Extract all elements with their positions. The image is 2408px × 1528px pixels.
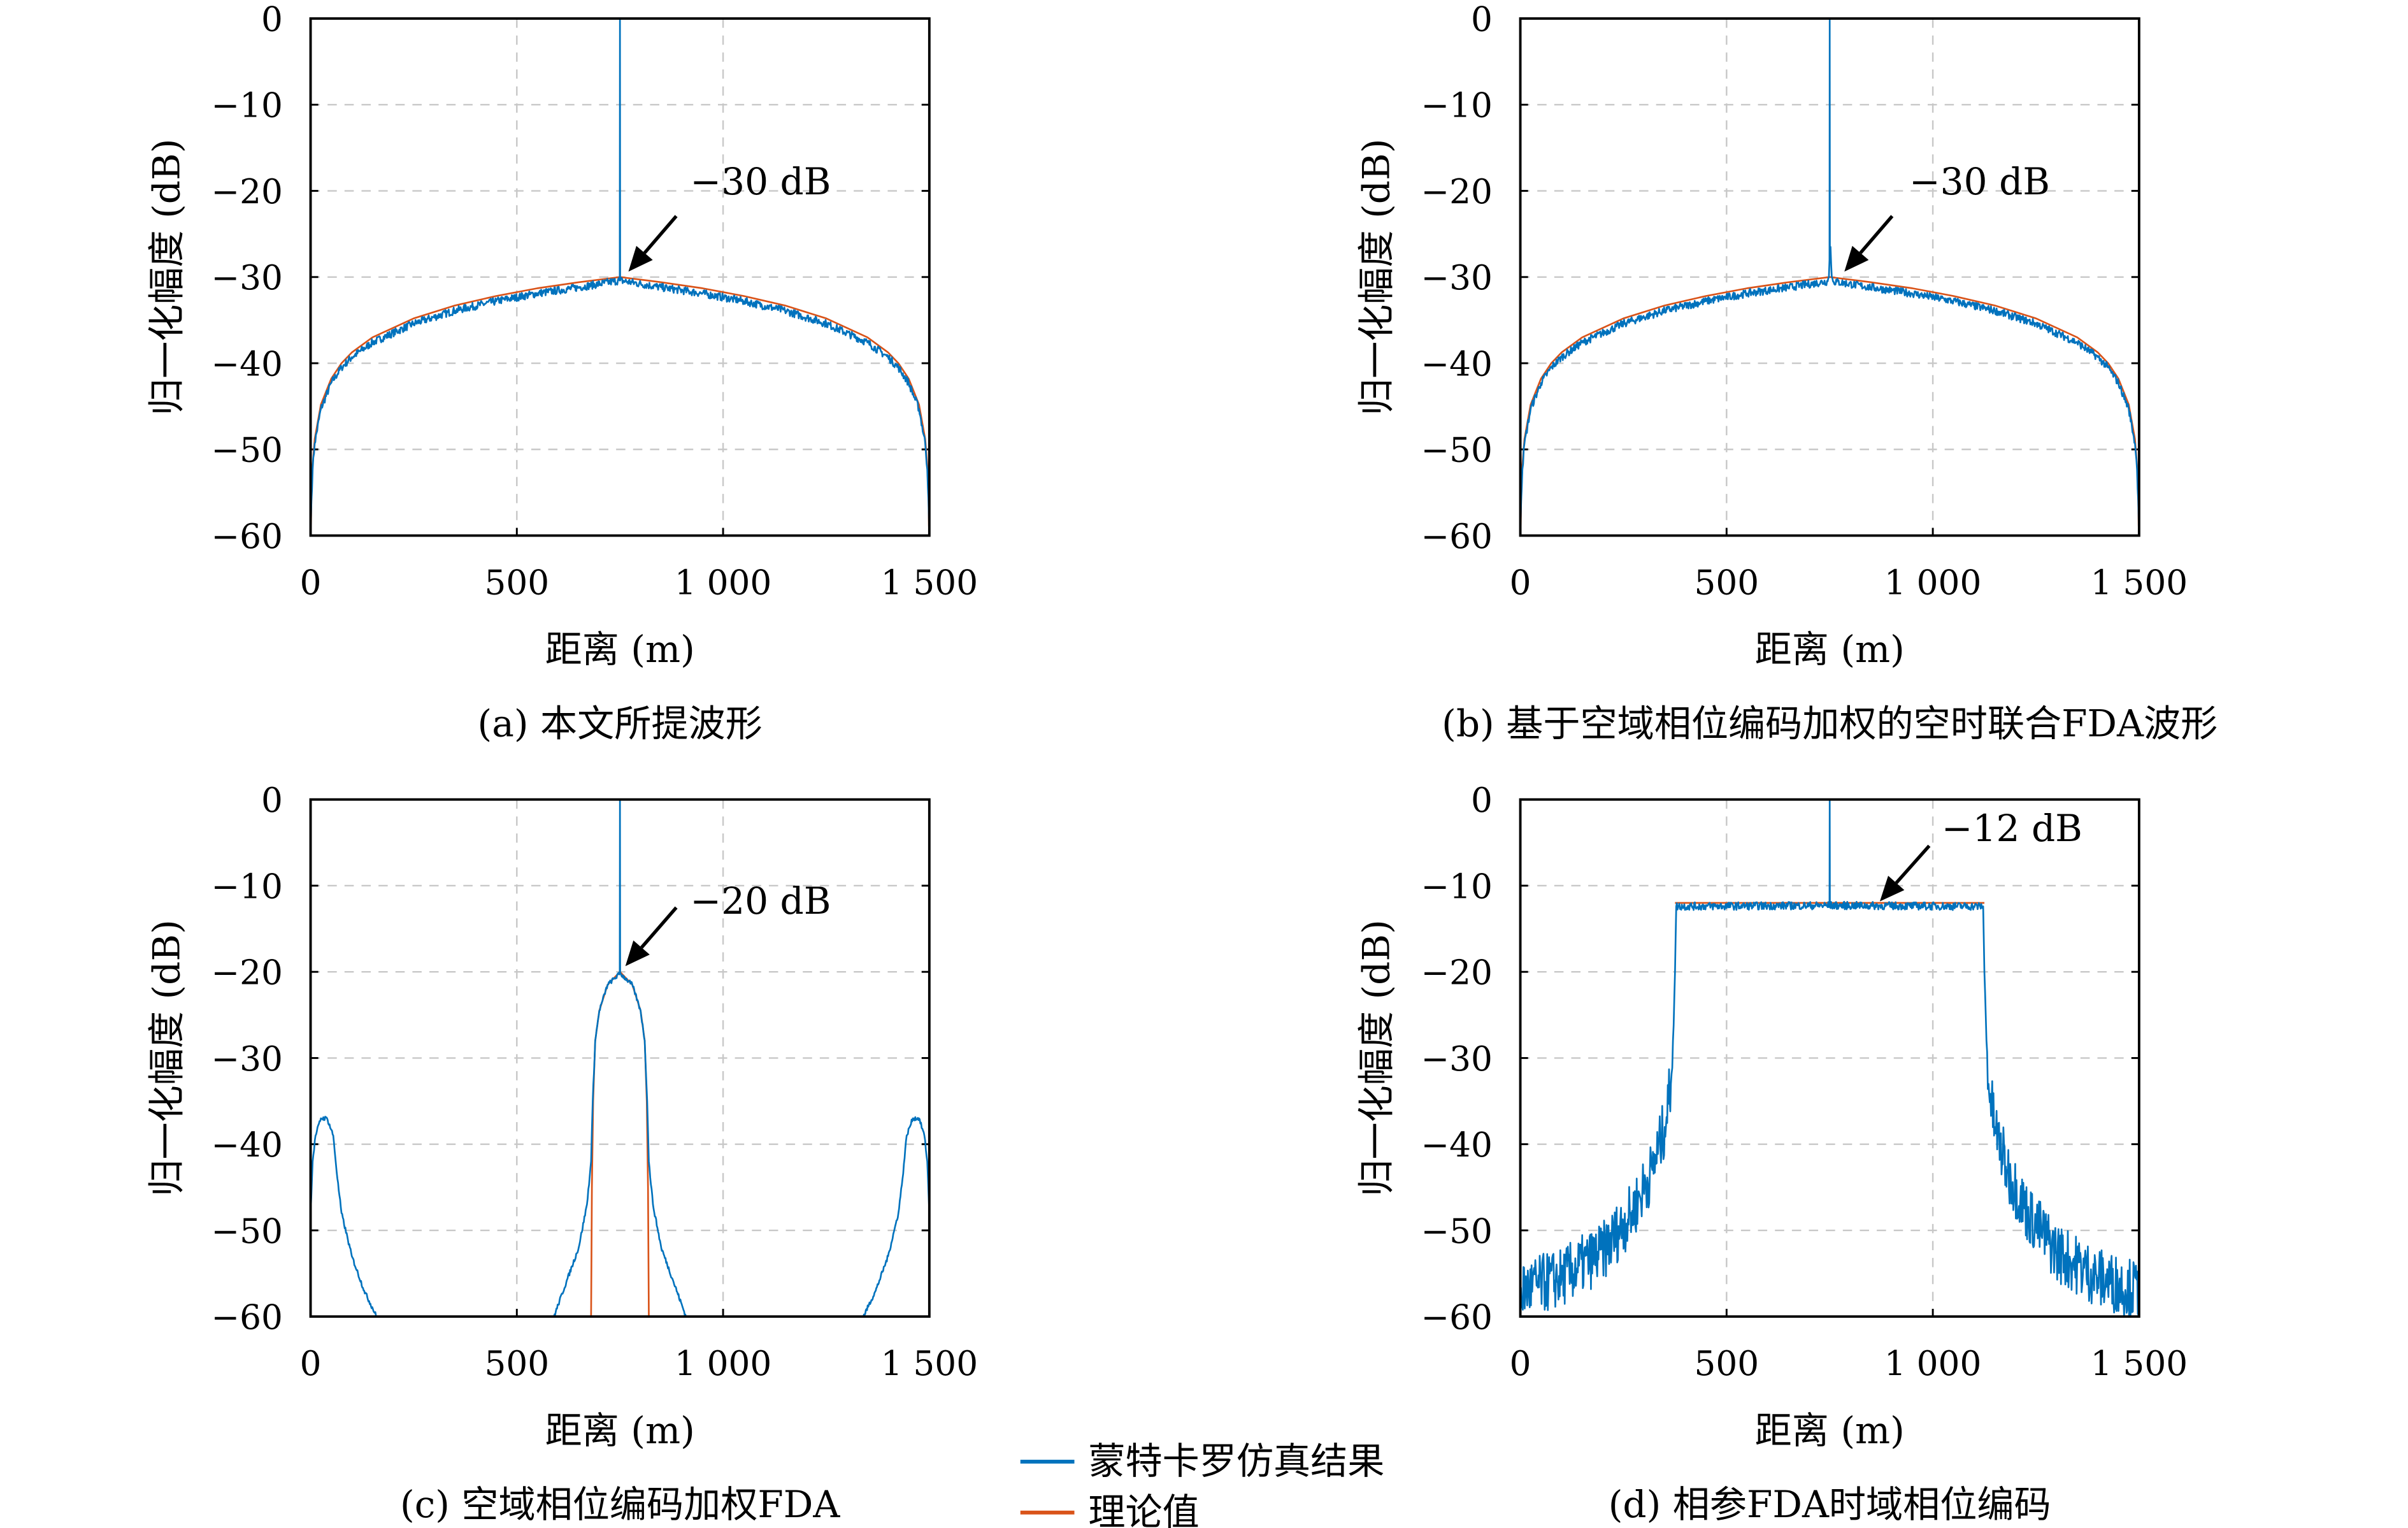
x-axis-label: 距离 (m) xyxy=(545,628,695,671)
series-simulation-line xyxy=(1520,799,2139,1317)
axes-frame xyxy=(1519,17,2140,537)
series-simulation-line xyxy=(310,1116,378,1317)
x-tick-label: 1 000 xyxy=(1884,1344,1982,1383)
y-tick-label: −40 xyxy=(211,1125,283,1165)
y-tick-label: −50 xyxy=(1421,431,1493,470)
legend-label-theory: 理论值 xyxy=(1088,1490,1199,1528)
x-tick-label: 1 500 xyxy=(2091,1344,2188,1383)
plot-area xyxy=(310,799,929,1317)
y-tick-label: −20 xyxy=(1421,172,1493,212)
y-tick-label: −60 xyxy=(211,1298,283,1337)
x-tick-label: 0 xyxy=(300,563,322,603)
y-tick-label: −30 xyxy=(1421,258,1493,298)
y-tick-label: −30 xyxy=(1421,1039,1493,1079)
panel-caption: (c) 空域相位编码加权FDA xyxy=(400,1483,840,1526)
y-tick-label: −60 xyxy=(1421,517,1493,556)
x-tick-label: 0 xyxy=(300,1344,322,1383)
y-axis-label: 归一化幅度 (dB) xyxy=(1355,139,1398,415)
y-tick-label: −10 xyxy=(211,86,283,126)
annotation-label: −20 dB xyxy=(690,879,831,923)
y-tick-label: −10 xyxy=(1421,86,1493,126)
axes-frame xyxy=(309,798,931,1318)
chart-panel-b: 0 500 1 000 1 500 0 −10 −20 −30 −40 −50 −60 距离 (m) 归… xyxy=(1355,0,2218,745)
series-simulation-line xyxy=(553,799,687,1317)
legend-label-simulation: 蒙特卡罗仿真结果 xyxy=(1088,1439,1384,1483)
annotation-arrow-head xyxy=(1844,245,1869,272)
series-simulation-line xyxy=(1520,18,2139,536)
chart-panel-c: 0 500 1 000 1 500 0 −10 −20 −30 −40 −50 −60 距离 (m) 归… xyxy=(145,781,978,1526)
x-tick-label: 0 xyxy=(1510,563,1531,603)
annotation-arrow-shaft xyxy=(1895,844,1931,884)
chart-panel-d: 0 500 1 000 1 500 0 −10 −20 −30 −40 −50 −60 距离 (m) 归… xyxy=(1355,781,2188,1526)
annotation-arrow-shaft xyxy=(1859,215,1894,254)
y-tick-label: −60 xyxy=(1421,1298,1493,1337)
plot-area xyxy=(310,18,929,536)
panel-caption: (a) 本文所提波形 xyxy=(478,702,763,745)
x-axis-label: 距离 (m) xyxy=(1755,1409,1905,1452)
annotation-label: −30 dB xyxy=(1909,160,2050,203)
x-tick-label: 1 000 xyxy=(675,563,772,603)
x-tick-label: 500 xyxy=(1694,563,1759,603)
y-tick-label: −20 xyxy=(211,953,283,993)
axes-frame xyxy=(309,17,931,537)
y-axis-label: 归一化幅度 (dB) xyxy=(145,139,189,415)
y-axis-label: 归一化幅度 (dB) xyxy=(145,919,189,1196)
y-tick-label: −40 xyxy=(211,344,283,384)
y-tick-label: 0 xyxy=(1471,781,1493,820)
x-tick-label: 500 xyxy=(484,563,549,603)
x-tick-label: 500 xyxy=(1694,1344,1759,1383)
y-tick-label: −10 xyxy=(211,867,283,906)
x-tick-label: 1 000 xyxy=(675,1344,772,1383)
x-axis-label: 距离 (m) xyxy=(1755,628,1905,671)
y-tick-label: −10 xyxy=(1421,867,1493,906)
x-tick-label: 1 500 xyxy=(881,1344,978,1383)
panel-caption: (d) 相参FDA时域相位编码 xyxy=(1609,1483,2051,1526)
x-axis-label: 距离 (m) xyxy=(545,1409,695,1452)
series-theory-line xyxy=(1520,276,2139,536)
annotation-label: −12 dB xyxy=(1942,807,2082,850)
x-tick-label: 500 xyxy=(484,1344,549,1383)
y-tick-label: 0 xyxy=(261,781,283,820)
series-simulation-line xyxy=(310,18,929,536)
y-tick-label: −50 xyxy=(211,431,283,470)
y-tick-label: −30 xyxy=(211,1039,283,1079)
y-tick-label: −30 xyxy=(211,258,283,298)
series-simulation-line xyxy=(862,1116,929,1317)
y-tick-label: −60 xyxy=(211,517,283,556)
y-tick-label: −20 xyxy=(1421,953,1493,993)
y-axis-label: 归一化幅度 (dB) xyxy=(1355,919,1398,1196)
x-tick-label: 0 xyxy=(1510,1344,1531,1383)
y-tick-label: −40 xyxy=(1421,344,1493,384)
legend: 蒙特卡罗仿真结果 理论值 xyxy=(1020,1439,1384,1528)
annotation-arrow-head xyxy=(625,940,650,967)
annotation-arrow-head xyxy=(628,245,653,272)
panel-caption: (b) 基于空域相位编码加权的空时联合FDA波形 xyxy=(1442,702,2218,745)
x-tick-label: 1 500 xyxy=(2091,563,2188,603)
y-tick-label: −50 xyxy=(1421,1211,1493,1251)
series-theory-line xyxy=(310,276,929,536)
annotation-arrow-shaft xyxy=(640,906,678,949)
plot-area xyxy=(1520,18,2139,536)
y-tick-label: −20 xyxy=(211,172,283,212)
annotation-label: −30 dB xyxy=(690,160,831,203)
plot-area xyxy=(1520,799,2139,1317)
axes-frame xyxy=(1519,798,2140,1318)
chart-panel-a: 0 500 1 000 1 500 0 −10 −20 −30 −40 −50 −60 距离 (m) 归… xyxy=(145,0,978,745)
annotation-arrow-shaft xyxy=(643,215,678,254)
y-tick-label: −50 xyxy=(211,1211,283,1251)
x-tick-label: 1 000 xyxy=(1884,563,1982,603)
y-tick-label: 0 xyxy=(261,0,283,39)
y-tick-label: 0 xyxy=(1471,0,1493,39)
annotation-arrow-head xyxy=(1879,876,1905,902)
y-tick-label: −40 xyxy=(1421,1125,1493,1165)
x-tick-label: 1 500 xyxy=(881,563,978,603)
